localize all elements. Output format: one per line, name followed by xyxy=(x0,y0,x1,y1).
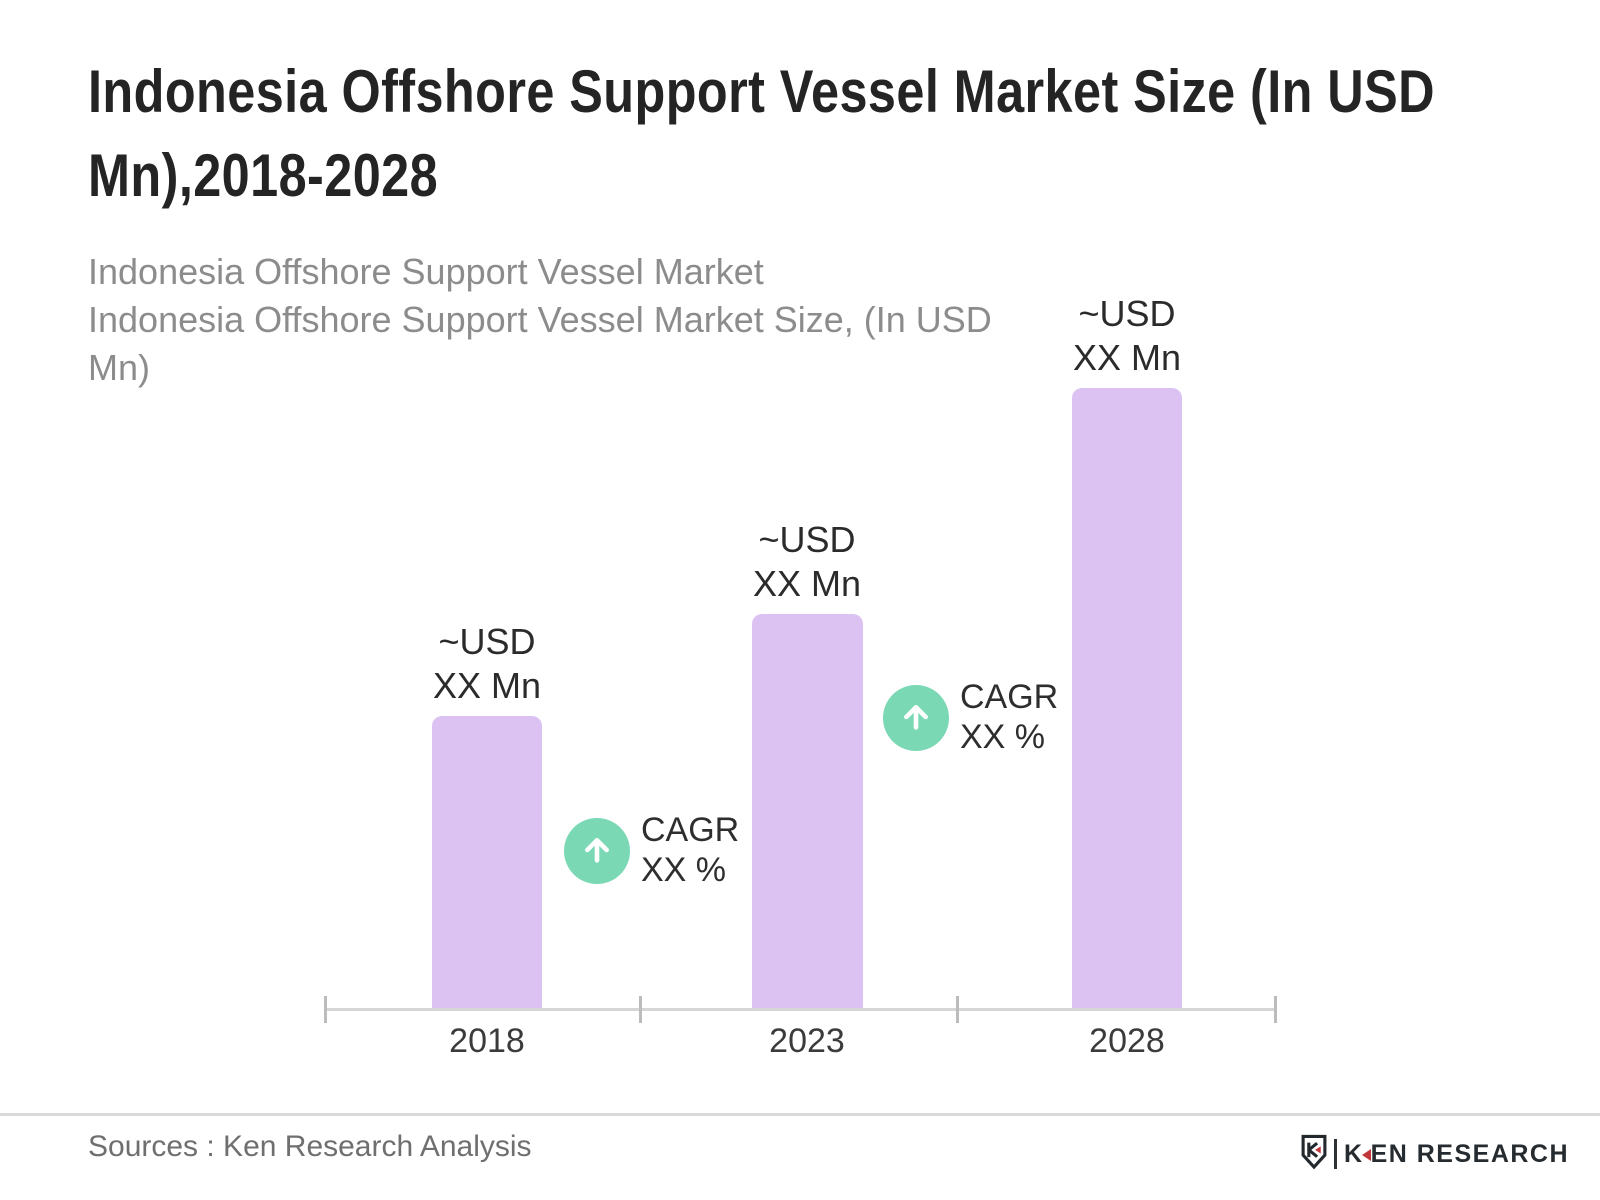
cagr-label-2-value: XX % xyxy=(960,718,1046,756)
bar-value-label-2028: ~USD XX Mn xyxy=(1017,292,1237,380)
bar-2018 xyxy=(432,716,542,1010)
x-axis-label-2018: 2018 xyxy=(449,1022,525,1060)
cagr-badge-2 xyxy=(883,685,949,751)
chart-subtitle-line-3: Mn) xyxy=(88,347,150,388)
bar-value-label-2018-line-2: XX Mn xyxy=(432,665,542,706)
x-axis-tick-2 xyxy=(639,996,642,1023)
chart-subtitle-line-1: Indonesia Offshore Support Vessel Market xyxy=(88,251,764,292)
bar-value-label-2023-line-2: XX Mn xyxy=(752,563,862,604)
cagr-label-2-title: CAGR xyxy=(960,678,1059,716)
logo-brand-rest: EN RESEARCH xyxy=(1370,1139,1570,1168)
logo-separator xyxy=(1334,1139,1337,1169)
ken-research-logo: K EN RESEARCH xyxy=(1300,1134,1569,1175)
x-axis-tick-3 xyxy=(956,996,959,1023)
arrow-up-icon xyxy=(897,697,935,740)
bar-2023 xyxy=(752,614,863,1010)
cagr-badge-1 xyxy=(564,818,630,884)
chart-subtitle-line-2: Indonesia Offshore Support Vessel Market… xyxy=(88,299,992,340)
page-title-line-2: Mn),2018-2028 xyxy=(88,142,439,209)
bar-value-label-2023-line-1: ~USD xyxy=(758,519,856,560)
chart-subtitle: Indonesia Offshore Support Vessel Market… xyxy=(88,248,992,392)
cagr-label-2: CAGR XX % xyxy=(960,677,1058,757)
bar-value-label-2018: ~USD XX Mn xyxy=(377,620,597,708)
cagr-label-1: CAGR XX % xyxy=(641,810,739,890)
x-axis-line xyxy=(325,1008,1277,1011)
logo-red-triangle-icon xyxy=(1361,1149,1371,1161)
cagr-label-1-value: XX % xyxy=(641,851,727,889)
logo-brand-text: K EN RESEARCH xyxy=(1344,1140,1569,1169)
ken-research-shield-icon xyxy=(1300,1134,1328,1175)
bar-2028 xyxy=(1072,388,1182,1010)
bar-value-label-2023: ~USD XX Mn xyxy=(697,518,917,606)
x-axis-label-2023: 2023 xyxy=(769,1022,845,1060)
bar-value-label-2018-line-1: ~USD xyxy=(438,621,536,662)
footer-divider xyxy=(0,1113,1600,1116)
x-axis-tick-1 xyxy=(324,996,327,1023)
page-title: Indonesia Offshore Support Vessel Market… xyxy=(88,50,1435,218)
bar-value-label-2028-line-1: ~USD xyxy=(1078,293,1176,334)
logo-brand-first-letter: K xyxy=(1344,1139,1364,1168)
page-title-line-1: Indonesia Offshore Support Vessel Market… xyxy=(88,58,1435,125)
source-text: Sources : Ken Research Analysis xyxy=(88,1130,532,1163)
arrow-up-icon xyxy=(578,830,616,873)
x-axis-label-2028: 2028 xyxy=(1089,1022,1165,1060)
cagr-label-1-title: CAGR xyxy=(641,811,740,849)
x-axis-tick-4 xyxy=(1274,996,1277,1023)
bar-value-label-2028-line-2: XX Mn xyxy=(1072,337,1182,378)
